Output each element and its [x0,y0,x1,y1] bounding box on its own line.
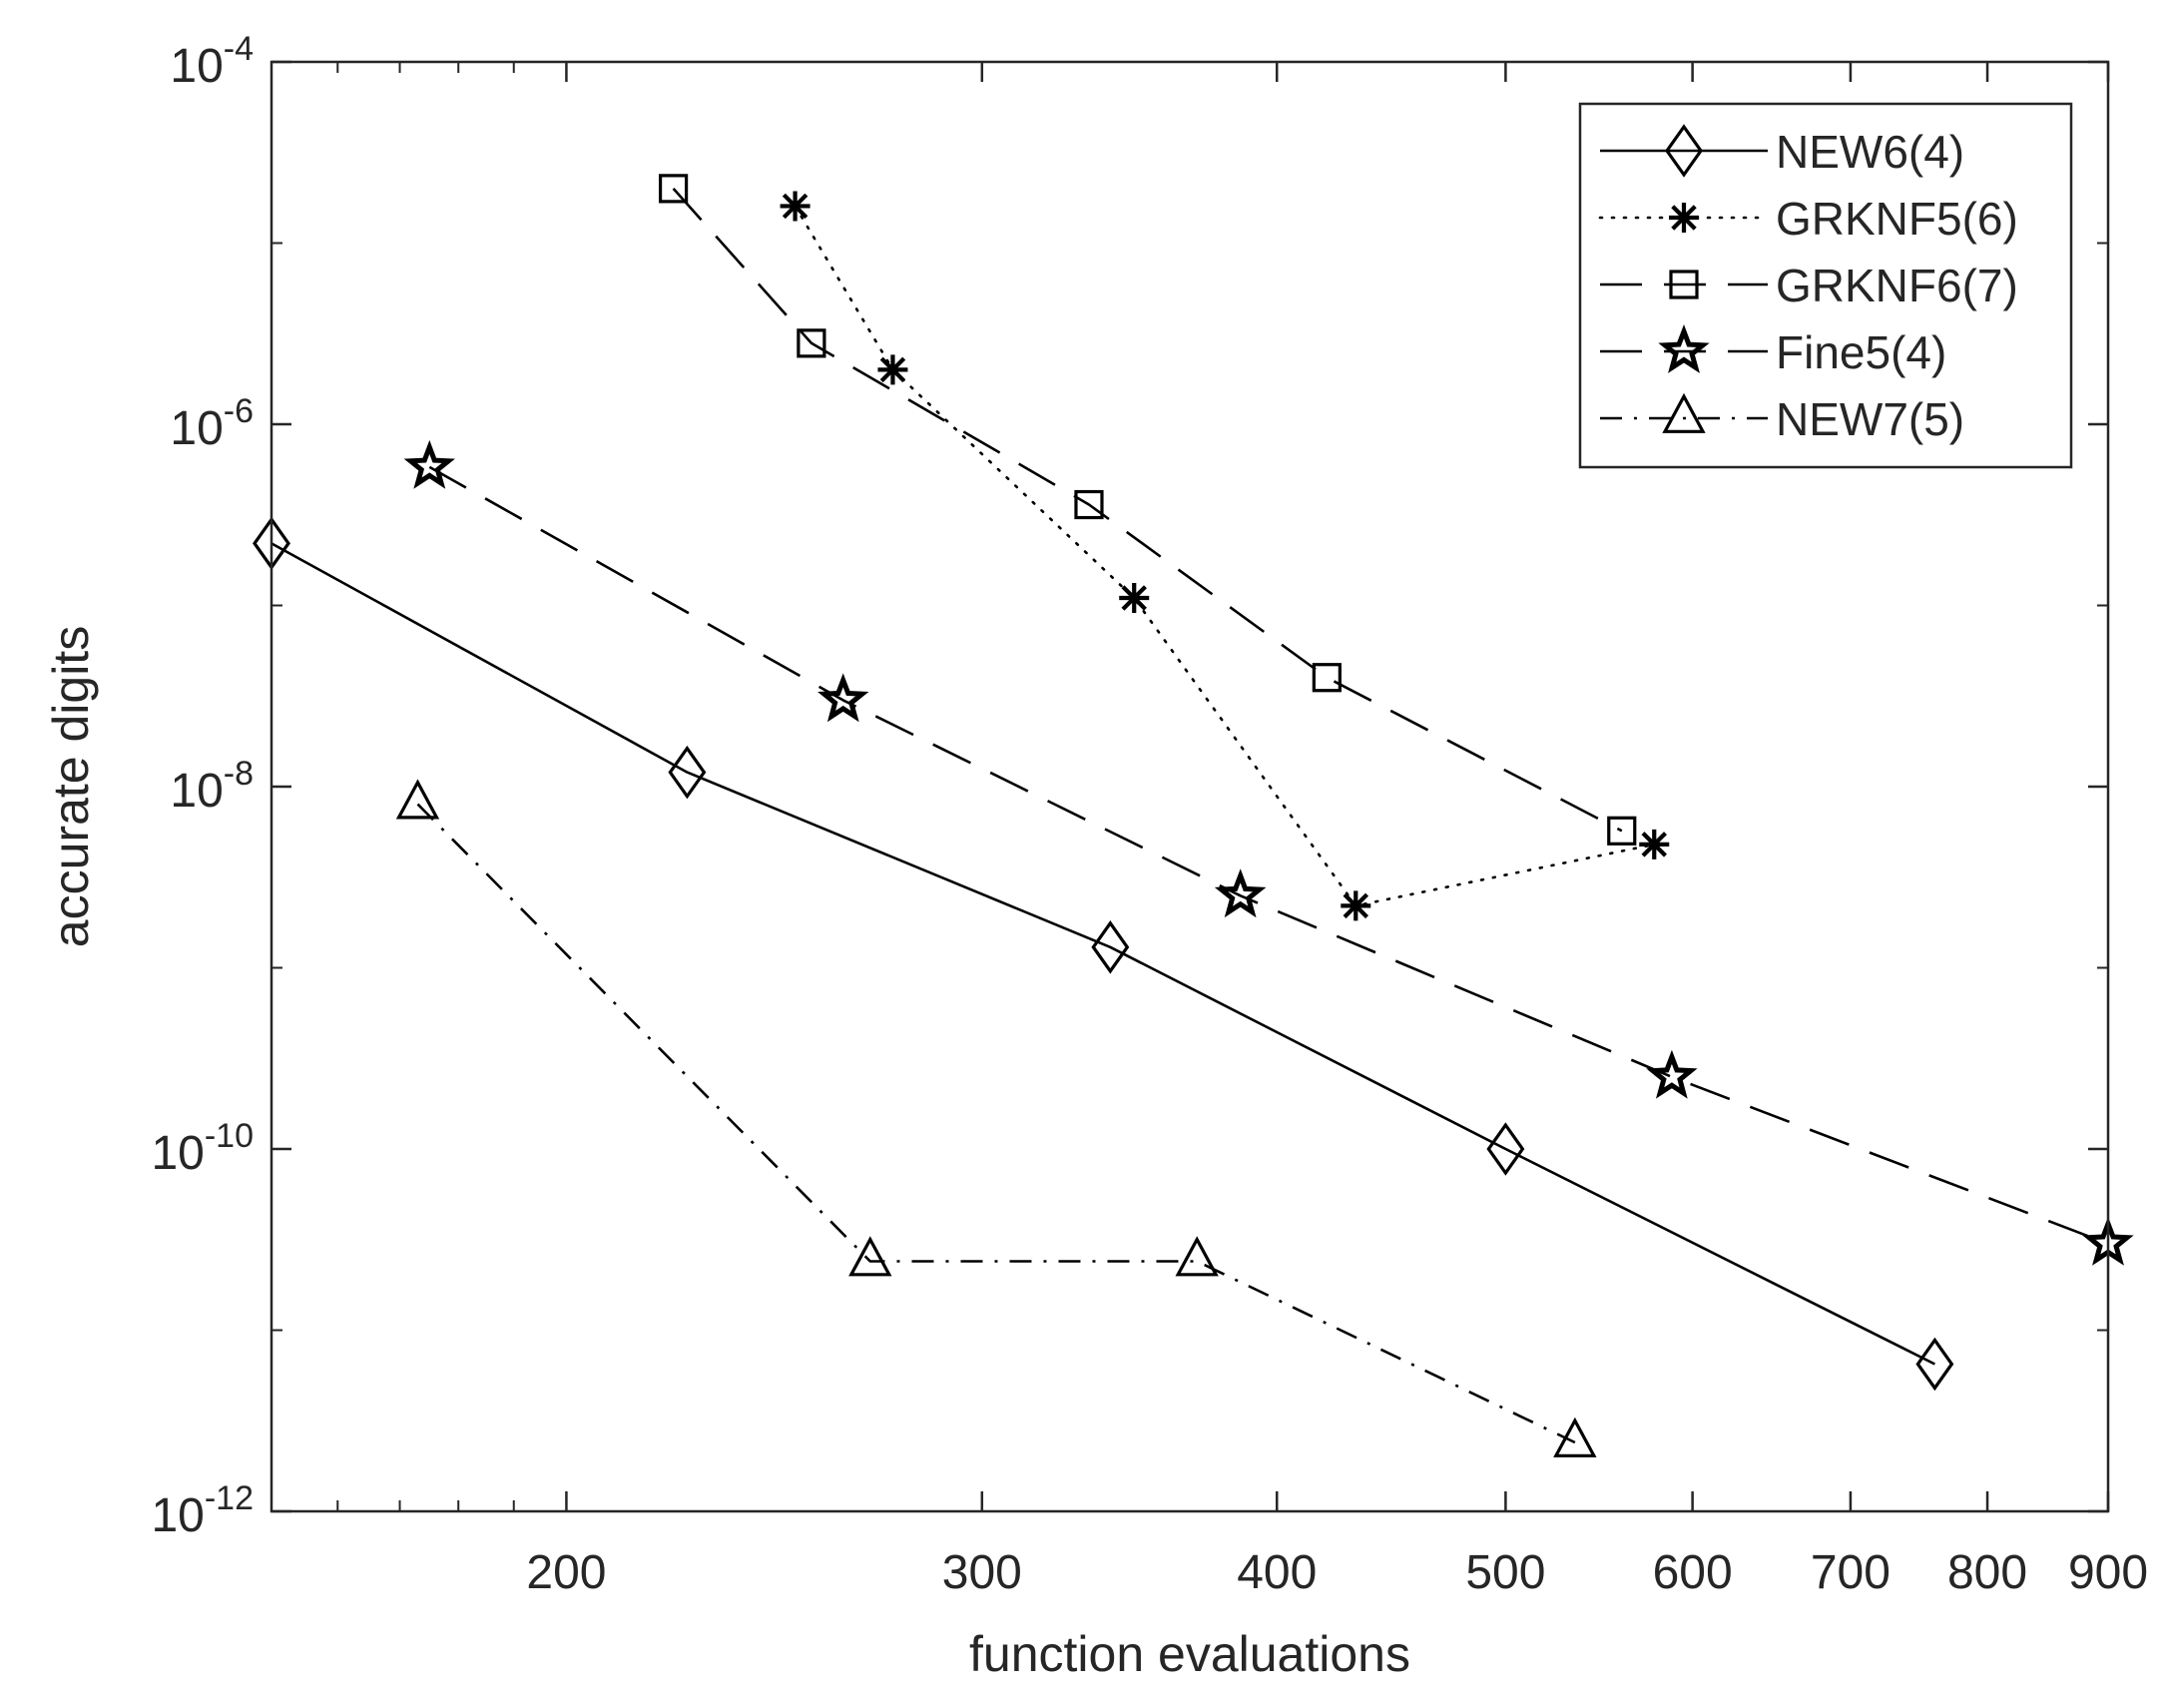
x-tick-label: 900 [2068,1546,2148,1599]
data-point-grknf6-7 [1607,816,1637,846]
ticks-layer: 200 300 400 500 600 700 800 900 10-12 10-10 10-8 10… [151,30,2148,1599]
y-tick-label: 10-12 [151,1479,254,1542]
legend-marker-grknf5-6 [1669,203,1699,233]
legend-label-new7-5: NEW7(5) [1776,393,1964,445]
data-point-grknf5-6 [1119,582,1150,613]
data-point-new6-4 [1486,1122,1525,1176]
series-line-grknf6-7 [672,188,1623,833]
series-line-new7-5 [416,803,1576,1444]
data-point-new6-4 [1915,1337,1954,1392]
data-point-fine5-4 [817,673,869,723]
x-tick-label: 400 [1237,1546,1317,1599]
data-point-fine5-4 [1646,1049,1698,1099]
data-point-new6-4 [668,745,707,800]
data-point-grknf6-7 [1074,489,1104,520]
legend-box [1578,102,2073,469]
series-line-new6-4 [271,542,1935,1366]
data-point-grknf6-7 [1312,663,1342,693]
y-tick-label: 10-8 [170,755,254,818]
legend-marker-new7-5 [1662,392,1706,433]
series-grknf6-7 [658,174,1637,846]
x-tick-label: 600 [1653,1546,1733,1599]
data-point-grknf5-6 [780,191,811,222]
legend-label-grknf5-6: GRKNF5(6) [1776,193,2018,245]
data-point-grknf6-7 [658,174,689,204]
data-point-new7-5 [1553,1417,1597,1457]
data-point-fine5-4 [1214,868,1267,918]
data-point-new7-5 [395,779,440,820]
x-tick-label: 700 [1811,1546,1891,1599]
legend-label-fine5-4: Fine5(4) [1776,326,1946,378]
series-new7-5 [395,779,1597,1457]
data-point-grknf6-7 [797,328,826,358]
legend-label-grknf6-7: GRKNF6(7) [1776,260,2018,311]
legend: NEW6(4) GRKNF5(6) GRKNF6(7) Fine5(4) NEW7(5) [1578,102,2073,469]
y-tick-label: 10-10 [151,1117,254,1180]
data-point-fine5-4 [403,439,455,489]
x-axis-label: function evaluations [969,1626,1410,1682]
series-grknf5-6 [780,191,1670,921]
y-tick-label: 10-4 [170,30,254,93]
data-point-grknf5-6 [1639,829,1670,859]
plot-data-layer [253,174,2134,1457]
legend-marker-fine5-4 [1658,323,1710,373]
x-tick-label: 800 [1947,1546,2027,1599]
data-point-new7-5 [1175,1236,1219,1277]
y-axis-label: accurate digits [43,626,99,947]
x-tick-label: 300 [942,1546,1022,1599]
data-point-grknf5-6 [1341,890,1371,921]
data-point-new6-4 [1091,920,1130,974]
series-line-fine5-4 [428,465,2109,1246]
legend-marker-new6-4 [1665,124,1703,178]
data-point-grknf5-6 [877,354,908,385]
data-point-new7-5 [848,1236,892,1277]
y-tick-label: 10-6 [170,392,254,455]
legend-marker-grknf6-7 [1669,270,1699,299]
legend-label-new6-4: NEW6(4) [1776,126,1964,178]
x-tick-label: 200 [526,1546,606,1599]
x-tick-label: 500 [1465,1546,1545,1599]
series-fine5-4 [403,439,2134,1266]
